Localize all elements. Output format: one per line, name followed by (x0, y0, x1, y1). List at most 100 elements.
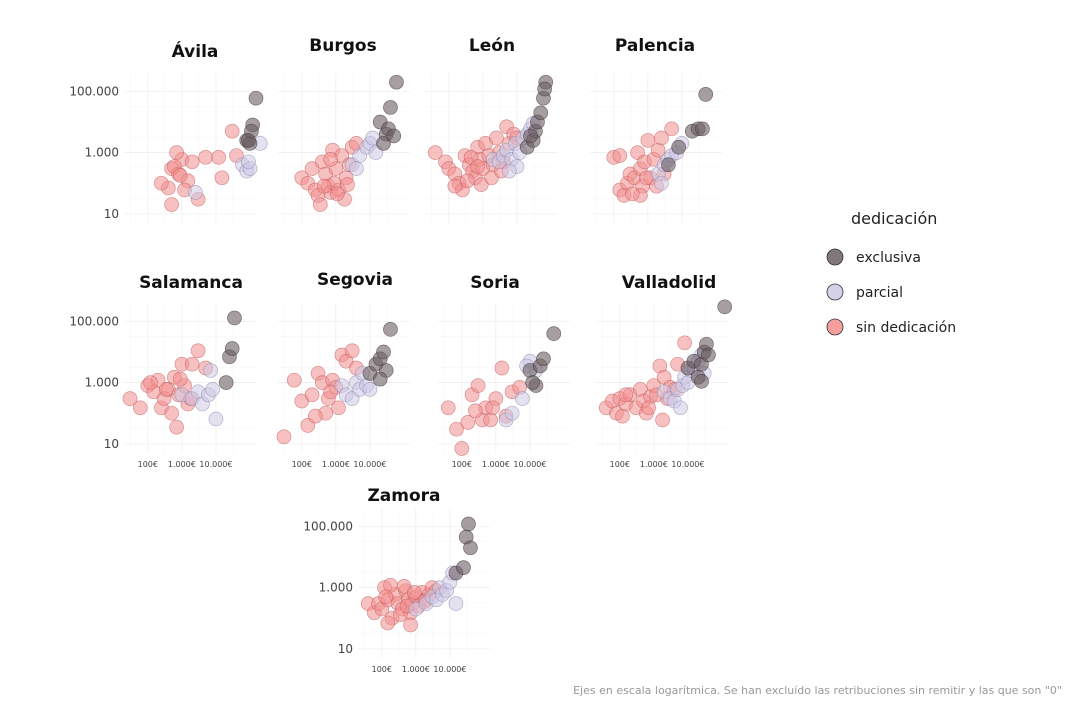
data-point-parcial (502, 163, 517, 179)
data-point-exclusiva (546, 326, 562, 341)
data-point-exclusiva (701, 347, 716, 363)
legend-label: exclusiva (856, 250, 921, 266)
y-tick-label: 10 (338, 642, 353, 656)
panel-points (294, 74, 404, 212)
data-point-exclusiva (717, 299, 733, 315)
data-point-exclusiva (536, 351, 551, 367)
data-point-sin (378, 589, 394, 605)
panel-title: Soria (470, 273, 520, 293)
facet-panel: Burgos (278, 36, 410, 223)
data-point-exclusiva (389, 74, 404, 90)
data-point-exclusiva (241, 133, 256, 148)
panel-title: Segovia (317, 270, 393, 290)
y-tick-label: 1.000 (319, 581, 353, 595)
y-tick-label: 100.000 (303, 519, 353, 533)
y-tick-label: 1.000 (85, 146, 119, 160)
data-point-sin (655, 412, 670, 428)
data-point-exclusiva (227, 310, 242, 326)
data-point-parcial (362, 382, 378, 397)
data-point-sin (164, 197, 179, 212)
x-tick-label: 1.000€ (640, 460, 668, 469)
data-point-sin (158, 382, 174, 397)
data-point-sin (380, 615, 396, 631)
x-tick-label: 100€ (452, 460, 472, 469)
panel-points (360, 516, 478, 633)
data-point-parcial (515, 391, 530, 406)
data-point-sin (427, 145, 443, 160)
data-point-sin (615, 408, 630, 424)
y-tick-label: 10 (104, 207, 119, 221)
data-point-sin (447, 178, 463, 194)
data-point-exclusiva (694, 373, 709, 389)
panel-points (427, 74, 554, 198)
panel-title: Burgos (309, 36, 376, 56)
data-point-sin (459, 173, 475, 189)
data-point-sin (169, 145, 184, 160)
x-tick-label: 100€ (610, 460, 630, 469)
data-point-exclusiva (248, 90, 264, 106)
data-point-parcial (504, 405, 520, 421)
facet-panel: Zamora 10 1.000 100.000 100€ 1.000€ 10.000€ (303, 486, 490, 674)
data-point-sin (304, 387, 320, 403)
data-point-sin (276, 429, 292, 445)
data-point-sin (489, 130, 504, 146)
x-tick-label: 100€ (292, 460, 312, 469)
x-tick-label: 10.000€ (513, 460, 546, 469)
data-point-sin (122, 391, 138, 406)
data-point-sin (329, 186, 345, 202)
data-point-sin (449, 421, 464, 437)
data-point-sin (677, 335, 692, 351)
panel-title: Salamanca (139, 273, 243, 293)
x-tick-label: 10.000€ (199, 460, 232, 469)
data-point-sin (470, 159, 485, 174)
legend-label: parcial (856, 285, 903, 301)
panel-title: Palencia (615, 36, 695, 56)
data-point-sin (612, 148, 628, 163)
data-point-exclusiva (525, 375, 540, 390)
x-tick-label: 1.000€ (402, 665, 430, 674)
data-point-sin (440, 400, 456, 416)
data-point-sin (473, 177, 489, 192)
data-point-sin (154, 175, 169, 191)
panel-title: León (469, 36, 515, 56)
data-point-exclusiva (698, 87, 714, 102)
y-tick-label: 1.000 (85, 376, 119, 390)
data-point-sin (211, 149, 226, 165)
data-point-parcial (654, 175, 669, 191)
panel-points (154, 90, 268, 212)
data-point-exclusiva (661, 157, 676, 173)
legend-swatch-exclusiva (826, 248, 844, 266)
legend-title: dedicación (851, 209, 937, 228)
x-tick-label: 10.000€ (353, 460, 386, 469)
panel-points (440, 326, 562, 456)
data-point-sin (470, 378, 486, 393)
data-point-parcial (241, 154, 256, 170)
data-point-sin (340, 177, 355, 192)
data-point-exclusiva (386, 128, 402, 144)
data-point-sin (316, 178, 332, 194)
data-point-exclusiva (376, 136, 391, 151)
data-point-exclusiva (523, 128, 538, 144)
data-point-sin (214, 170, 230, 186)
x-tick-label: 1.000€ (168, 460, 196, 469)
data-point-sin (624, 186, 640, 202)
x-tick-label: 10.000€ (671, 460, 704, 469)
legend-swatch-sin (826, 318, 844, 336)
data-point-exclusiva (537, 81, 552, 97)
facet-panel: León (425, 36, 557, 223)
data-point-exclusiva (383, 322, 398, 337)
data-point-exclusiva (383, 100, 398, 115)
data-point-sin (308, 408, 323, 424)
data-point-sin (172, 371, 188, 387)
data-point-sin (618, 387, 634, 403)
data-point-sin (323, 152, 338, 167)
panel-points (598, 299, 733, 428)
x-tick-label: 10.000€ (433, 665, 466, 674)
data-point-parcial (203, 363, 219, 378)
facet-panel: Ávila 10 1.000 100.000 (69, 40, 268, 223)
data-point-sin (641, 400, 656, 416)
data-point-sin (172, 168, 188, 183)
data-point-sin (164, 405, 179, 421)
data-point-sin (468, 403, 483, 419)
